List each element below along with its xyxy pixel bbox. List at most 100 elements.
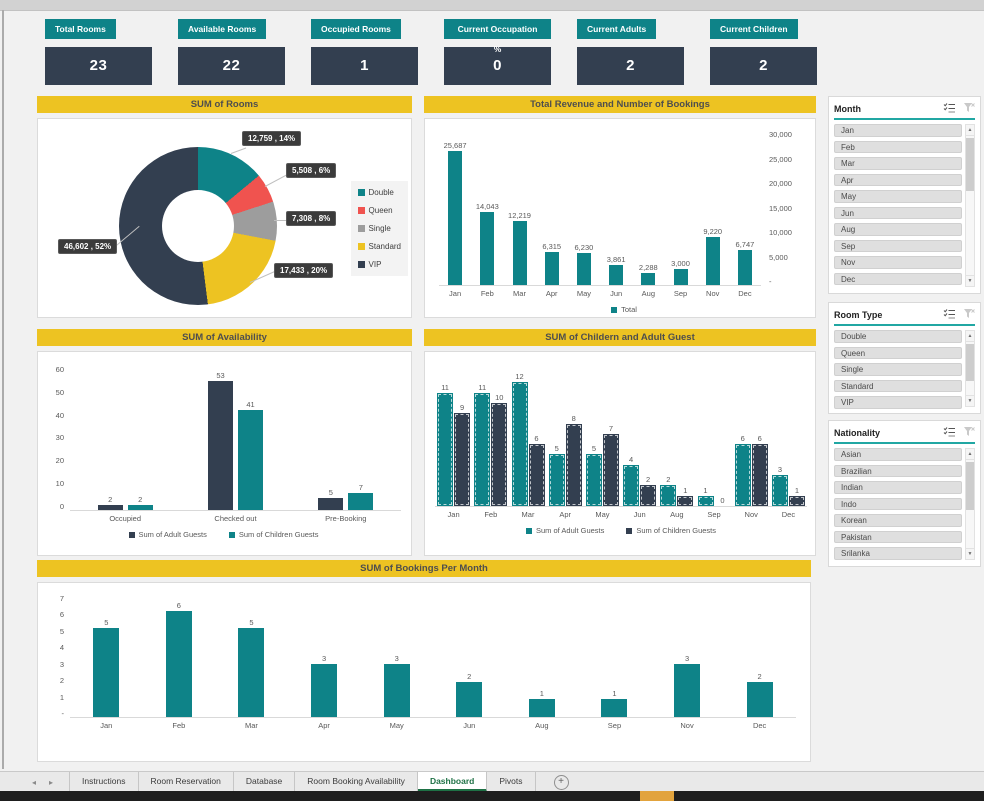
clear-filter-icon[interactable] — [963, 100, 975, 118]
slicer-item-dec[interactable]: Dec — [834, 272, 962, 285]
guests-chart[interactable]: 11 9 11 10 12 6 5 8 5 7 4 2 2 1 1 0 6 6 3 1 Jan Feb Mar Apr May J… — [424, 351, 816, 556]
slicer-item-may[interactable]: May — [834, 190, 962, 203]
category-group: 2 — [723, 593, 796, 717]
scroll-down-icon[interactable]: ▼ — [965, 548, 975, 560]
chart-legend: Sum of Adult Guests Sum of Children Guest… — [46, 530, 401, 539]
bar — [609, 264, 624, 285]
slicer-item-vip[interactable]: VIP — [834, 396, 962, 409]
axis-tick-label: 5 — [59, 626, 64, 636]
bar — [348, 492, 374, 510]
axis-tick-label: 2 — [59, 676, 64, 686]
scroll-thumb[interactable] — [966, 344, 974, 382]
bar — [576, 252, 591, 285]
slicer-item-single[interactable]: Single — [834, 363, 962, 376]
data-label-queen: 5,508 , 6% — [286, 163, 337, 178]
axis-tick-label: 50 — [55, 387, 64, 397]
clear-filter-icon[interactable] — [963, 424, 975, 442]
rooms-donut-chart[interactable]: 12,759 , 14% 5,508 , 6% 7,308 , 8% 17,43… — [37, 118, 412, 318]
legend-item: Single — [357, 224, 401, 233]
bar — [737, 249, 752, 285]
slicer-item-feb[interactable]: Feb — [834, 140, 962, 153]
legend-label: Sum of Adult Guests — [536, 526, 605, 535]
slicer-item-double[interactable]: Double — [834, 330, 962, 343]
slicer-title: Month — [834, 103, 861, 114]
kpi-value: 22 — [178, 47, 285, 85]
slicer-item-pakistan[interactable]: Pakistan — [834, 530, 962, 543]
slicer-item-aug[interactable]: Aug — [834, 223, 962, 236]
slicer-item-jan[interactable]: Jan — [834, 124, 962, 137]
scroll-up-icon[interactable]: ▲ — [965, 330, 975, 342]
bar-column: 1 — [528, 593, 555, 717]
bar-value-label: 4 — [629, 454, 634, 464]
slicer-room-type: Room Type Double Queen Single Standard VIP ▲… — [828, 302, 981, 414]
slicer-scrollbar[interactable]: ▲ ▼ — [965, 330, 975, 407]
tab-room-reservation[interactable]: Room Reservation — [139, 772, 234, 792]
slicer-item-indo[interactable]: Indo — [834, 497, 962, 510]
bar-column: 14,043 — [476, 129, 499, 285]
slicer-scrollbar[interactable]: ▲ ▼ — [965, 448, 975, 560]
slicer-item-nov[interactable]: Nov — [834, 256, 962, 269]
slicer-item-queen[interactable]: Queen — [834, 346, 962, 359]
bar — [548, 454, 565, 506]
scroll-thumb[interactable] — [966, 462, 974, 511]
bar — [480, 211, 495, 285]
slicer-scrollbar[interactable]: ▲ ▼ — [965, 124, 975, 287]
slicer-item-jun[interactable]: Jun — [834, 206, 962, 219]
slicer-item-asian[interactable]: Asian — [834, 448, 962, 461]
scroll-down-icon[interactable]: ▼ — [965, 395, 975, 407]
bar — [673, 269, 688, 285]
axis-category-label: Feb — [484, 510, 498, 519]
bar-value-label: 3,861 — [606, 254, 626, 264]
y-axis: 7 6 5 4 3 2 1 - — [48, 594, 70, 718]
tab-room-booking-availability[interactable]: Room Booking Availability — [295, 772, 418, 792]
tab-pivots[interactable]: Pivots — [487, 772, 536, 792]
bar-value-label: 2 — [666, 475, 671, 485]
add-sheet-icon[interactable]: + — [553, 774, 569, 790]
axis-tick-label: 30 — [55, 433, 64, 443]
tab-database[interactable]: Database — [234, 772, 296, 792]
category-group: 3 — [651, 593, 724, 717]
availability-chart[interactable]: 60 50 40 30 20 10 0 2 2 53 41 5 7 Occupied Checked out… — [37, 351, 412, 556]
axis-category-label: Sep — [707, 510, 721, 519]
revenue-chart[interactable]: 25,687 14,043 12,219 6,315 6,230 3,861 2,288 3,… — [424, 118, 816, 318]
scroll-up-icon[interactable]: ▲ — [965, 124, 975, 136]
category-group: 1 — [578, 593, 651, 717]
nav-left-icon[interactable]: ◂ — [32, 777, 37, 787]
scroll-up-icon[interactable]: ▲ — [965, 448, 975, 460]
bar-value-label: 6 — [534, 434, 539, 444]
slicer-item-sep[interactable]: Sep — [834, 239, 962, 252]
panel-sum-of-rooms: SUM of Rooms 12,759 , 14% 5,508 , 6% 7,3… — [37, 96, 412, 318]
bar — [734, 444, 751, 506]
bar-value-label: 6 — [740, 434, 745, 444]
slicer-item-apr[interactable]: Apr — [834, 173, 962, 186]
scroll-down-icon[interactable]: ▼ — [965, 275, 975, 287]
slicer-item-mar[interactable]: Mar — [834, 157, 962, 170]
taskbar-strip — [0, 791, 984, 801]
bar-column: 3 — [771, 372, 788, 506]
scroll-thumb[interactable] — [966, 138, 974, 191]
kpi-value: 0 — [444, 47, 551, 85]
bookings-chart[interactable]: 7 6 5 4 3 2 1 - 5 6 5 3 3 2 1 1 3 2 Jan Feb Mar Apr May Jun Aug S… — [37, 582, 811, 762]
nav-right-icon[interactable]: ▸ — [49, 777, 54, 787]
bar-column: 2 — [640, 372, 657, 506]
plot-row: 60 50 40 30 20 10 0 2 2 53 41 5 7 — [46, 364, 401, 511]
kpi-label: Occupied Rooms — [311, 19, 401, 39]
tab-dashboard[interactable]: Dashboard — [417, 772, 488, 792]
bar-column: 6,747 — [736, 129, 754, 285]
slicer-item-korean[interactable]: Korean — [834, 514, 962, 527]
tab-instructions[interactable]: Instructions — [69, 772, 139, 792]
clear-filter-icon[interactable] — [963, 306, 975, 324]
slicer-item-indian[interactable]: Indian — [834, 481, 962, 494]
legend-marker — [357, 261, 365, 268]
slicer-item-srilanka[interactable]: Srilanka — [834, 547, 962, 560]
multiselect-icon[interactable] — [943, 100, 956, 118]
multiselect-icon[interactable] — [943, 424, 956, 442]
multiselect-icon[interactable] — [943, 306, 956, 324]
chart-legend: Total — [439, 305, 809, 314]
bar-value-label: 2 — [757, 671, 762, 681]
bar — [437, 392, 454, 506]
slicer-item-standard[interactable]: Standard — [834, 379, 962, 392]
slicer-item-brazilian[interactable]: Brazilian — [834, 464, 962, 477]
